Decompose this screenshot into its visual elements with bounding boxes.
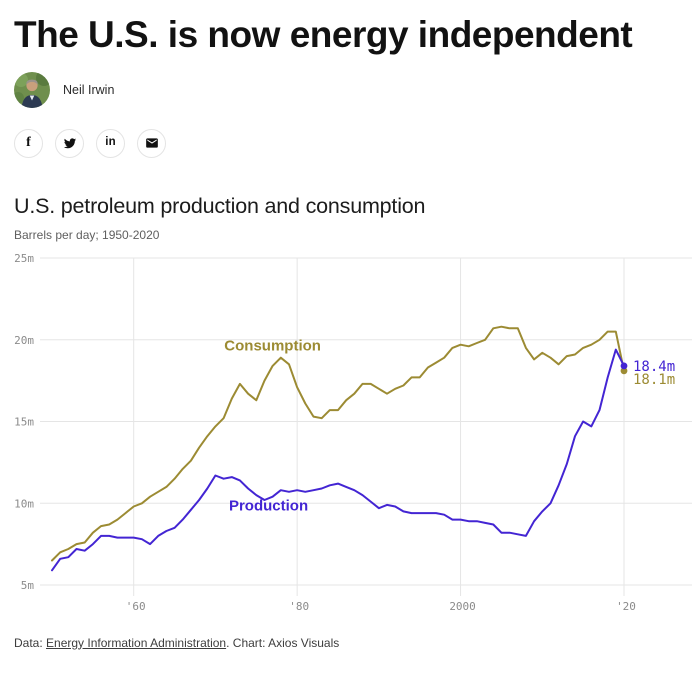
share-bar: f in	[14, 128, 686, 158]
y-tick-label: 15m	[14, 415, 34, 428]
facebook-icon: f	[26, 135, 31, 151]
production-end-dot	[620, 362, 628, 369]
twitter-icon	[63, 138, 76, 149]
share-linkedin-button[interactable]: in	[96, 128, 125, 158]
email-icon	[145, 138, 158, 148]
consumption-end-dot	[620, 366, 628, 374]
chart-title: U.S. petroleum production and consumptio…	[14, 193, 426, 218]
y-tick-label: 25m	[14, 252, 34, 265]
chart-canvas: 25m 20m 15m 10m 5m '60 '80 2000 '20 Consumption Pr…	[14, 252, 692, 613]
share-facebook-button[interactable]: f	[14, 128, 43, 158]
consumption-line	[51, 325, 625, 562]
x-tick-label: '20	[616, 600, 636, 613]
consumption-label: Consumption	[224, 337, 321, 354]
share-twitter-button[interactable]	[55, 128, 84, 158]
headline: The U.S. is now energy independent	[14, 14, 633, 55]
author-avatar[interactable]	[14, 71, 50, 108]
share-email-button[interactable]	[137, 128, 166, 158]
source-prefix: Data:	[14, 635, 47, 650]
chart-subtitle: Barrels per day; 1950-2020	[14, 227, 160, 242]
production-end-value-label: 18.4m	[633, 358, 675, 374]
source-suffix: . Chart: Axios Visuals	[226, 635, 340, 650]
linkedin-icon: in	[105, 136, 116, 149]
byline: Neil Irwin	[14, 71, 686, 108]
consumption-end-value-label: 18.1m	[633, 371, 675, 387]
y-tick-label: 20m	[14, 333, 34, 346]
x-tick-label: '60	[126, 600, 146, 613]
article-page: The U.S. is now energy independent Neil …	[0, 14, 700, 650]
production-line	[51, 348, 625, 571]
source-link[interactable]: Energy Information Administration	[46, 635, 227, 650]
y-tick-label: 5m	[21, 579, 35, 592]
chart: 25m 20m 15m 10m 5m '60 '80 2000 '20 Consumption Pr…	[0, 248, 700, 620]
x-tick-label: '80	[289, 600, 309, 613]
y-tick-label: 10m	[14, 497, 34, 510]
author-photo	[14, 71, 50, 108]
x-tick-label: 2000	[449, 600, 476, 613]
production-label: Production	[229, 497, 308, 514]
chart-source: Data: Energy Information Administration.…	[14, 636, 686, 650]
author-name[interactable]: Neil Irwin	[63, 82, 115, 97]
